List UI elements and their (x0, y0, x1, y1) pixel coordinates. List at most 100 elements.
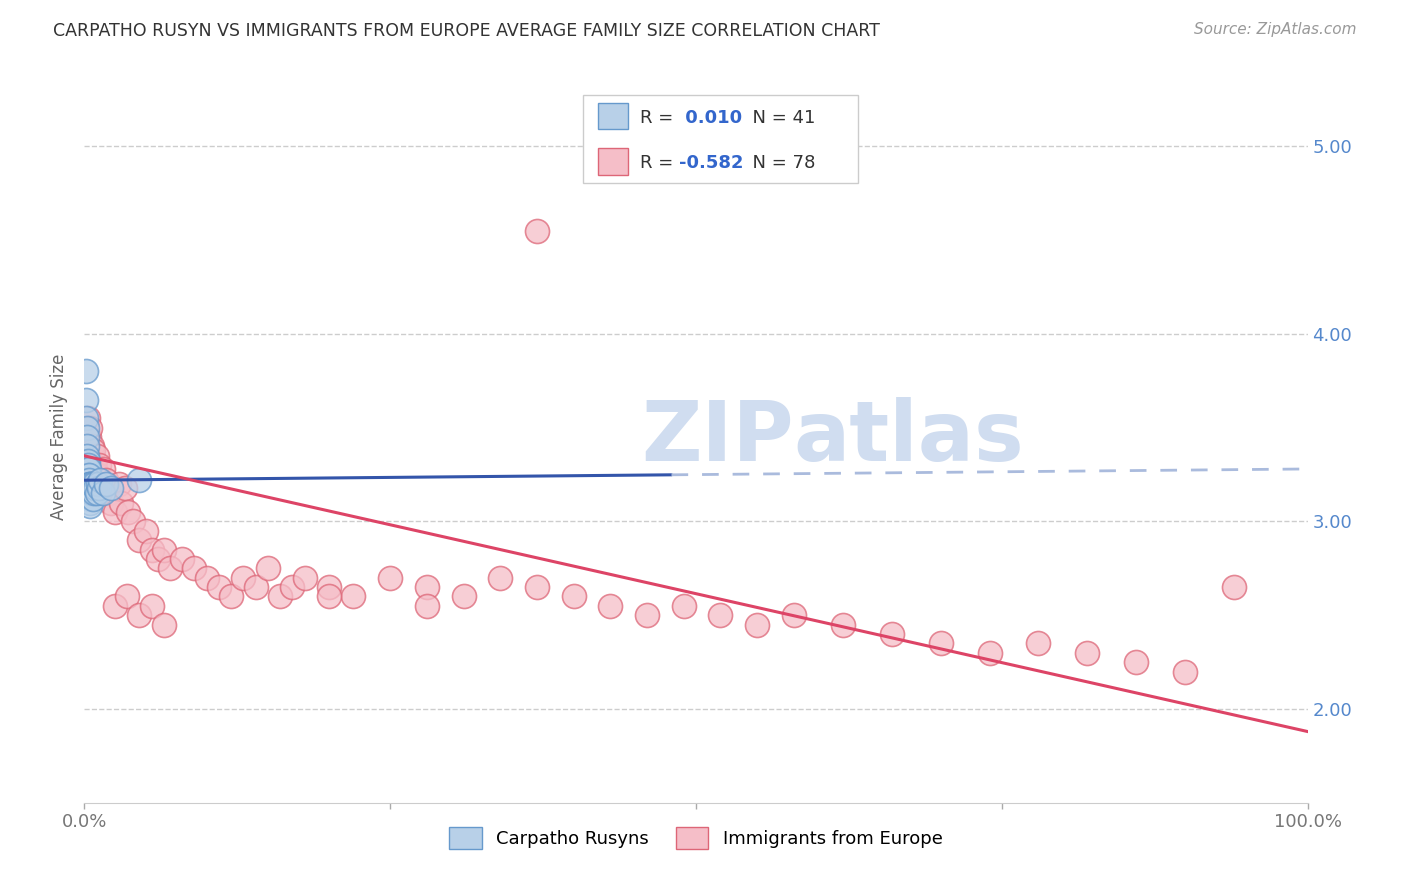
Y-axis label: Average Family Size: Average Family Size (51, 354, 69, 520)
Point (636, 608, 658, 623)
Point (128, 473, 150, 487)
Point (599, 599, 621, 613)
Point (77, 458, 100, 473)
Point (141, 599, 163, 613)
Point (97, 486, 120, 500)
Point (77, 454, 100, 468)
Point (75, 364, 97, 378)
Point (84, 481, 107, 495)
Point (79, 486, 101, 500)
Point (82, 473, 104, 487)
Point (76, 440, 98, 454)
Point (87, 481, 110, 495)
Point (195, 571, 218, 585)
Point (183, 561, 205, 575)
Point (245, 580, 267, 594)
Point (489, 571, 512, 585)
Point (79, 491, 101, 506)
Point (79, 500, 101, 514)
Legend: Carpatho Rusyns, Immigrants from Europe: Carpatho Rusyns, Immigrants from Europe (441, 820, 950, 856)
Point (1028, 636, 1050, 650)
Point (91, 462, 114, 476)
Point (79, 496, 101, 510)
Point (709, 608, 731, 623)
Text: 0.010: 0.010 (679, 109, 742, 127)
Point (979, 646, 1001, 660)
Point (318, 580, 340, 594)
Point (672, 599, 695, 613)
Point (416, 580, 439, 594)
Point (76, 430, 98, 444)
Point (83, 477, 105, 491)
Text: -0.582: -0.582 (679, 154, 744, 172)
Point (86, 486, 108, 500)
Point (128, 608, 150, 623)
Point (76, 449, 98, 463)
Point (76, 440, 98, 454)
Point (100, 481, 122, 495)
Point (281, 580, 304, 594)
Point (76, 420, 98, 434)
Point (172, 552, 194, 566)
Point (342, 590, 364, 604)
Point (929, 636, 952, 650)
Point (526, 224, 548, 238)
Point (783, 608, 806, 623)
Point (77, 458, 100, 473)
Point (100, 496, 122, 510)
Point (79, 481, 101, 495)
Text: atlas: atlas (794, 397, 1025, 477)
Point (453, 590, 475, 604)
Text: N = 41: N = 41 (741, 109, 815, 127)
Point (159, 561, 181, 575)
Point (269, 590, 291, 604)
Point (831, 617, 853, 632)
Point (110, 496, 132, 510)
Point (880, 627, 903, 641)
Point (122, 515, 145, 529)
Point (82, 443, 104, 458)
Point (115, 590, 138, 604)
Point (75, 411, 97, 425)
Point (79, 462, 101, 476)
Point (82, 491, 104, 506)
Point (77, 473, 100, 487)
Point (75, 392, 97, 407)
Point (1076, 646, 1098, 660)
Point (80, 467, 103, 482)
Text: ZIP: ZIP (641, 397, 794, 477)
Point (79, 477, 101, 491)
Point (1223, 580, 1246, 594)
Point (747, 617, 769, 632)
Point (146, 552, 169, 566)
Point (86, 449, 108, 463)
Point (77, 449, 100, 463)
Point (82, 481, 104, 495)
Point (77, 430, 100, 444)
Point (83, 486, 105, 500)
Point (77, 467, 100, 482)
Point (153, 617, 176, 632)
Point (416, 599, 439, 613)
Point (96, 477, 118, 491)
Point (80, 486, 103, 500)
Point (89, 473, 111, 487)
Point (93, 481, 115, 495)
Point (77, 477, 100, 491)
Point (89, 473, 111, 487)
Point (117, 505, 139, 519)
Point (114, 481, 136, 495)
Point (87, 477, 110, 491)
Text: R =: R = (640, 109, 679, 127)
Text: R =: R = (640, 154, 679, 172)
Point (153, 542, 176, 557)
Point (294, 571, 316, 585)
Point (77, 462, 100, 476)
Point (87, 458, 110, 473)
Point (219, 590, 242, 604)
Point (80, 440, 103, 454)
Point (80, 481, 103, 495)
Point (562, 590, 585, 604)
Point (380, 571, 402, 585)
Point (257, 561, 280, 575)
